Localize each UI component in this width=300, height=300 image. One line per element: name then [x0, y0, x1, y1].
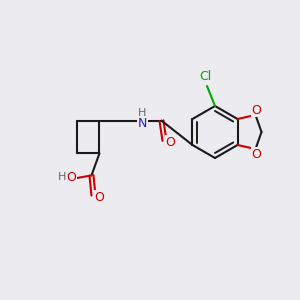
Text: O: O	[67, 171, 76, 184]
Text: O: O	[94, 191, 104, 204]
Text: H: H	[138, 108, 147, 118]
Text: Cl: Cl	[199, 70, 211, 83]
Text: O: O	[252, 148, 262, 160]
Text: O: O	[252, 103, 262, 116]
Text: O: O	[166, 136, 176, 149]
Text: H: H	[58, 172, 67, 182]
Text: N: N	[138, 117, 147, 130]
